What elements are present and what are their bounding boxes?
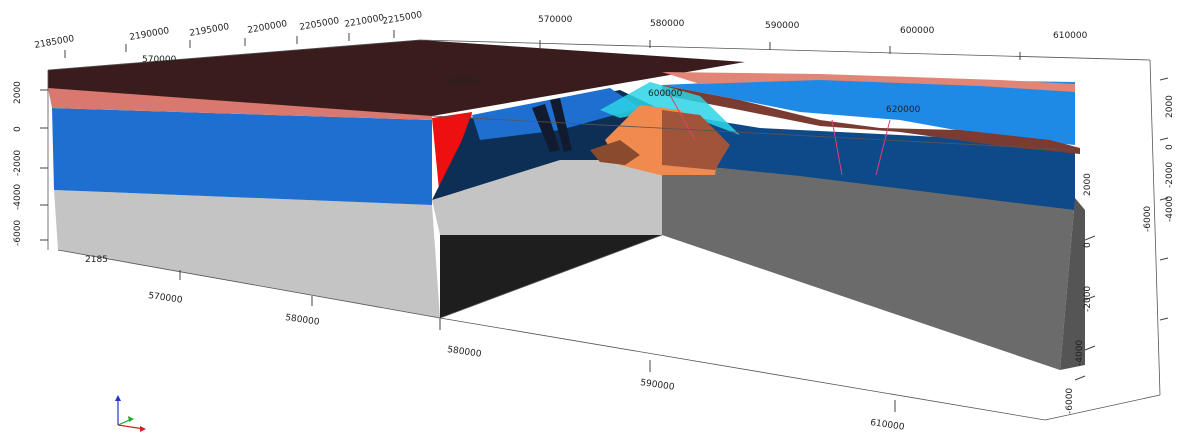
tick-label: 0 [13,126,23,132]
tick-label: 580000 [447,345,483,360]
fault-lines [669,94,891,176]
tick-label: 2185000 [34,34,75,51]
tick-label: 2210000 [344,13,385,30]
tick-label: 570000 [148,291,184,306]
right-brown-band [662,85,1080,154]
tick-label: -6000 [13,220,23,246]
left-block [48,40,745,318]
tick-label: 590000 [765,21,800,31]
tick-label: 2000 [13,81,23,104]
axis-triad-icon [115,395,146,432]
fault-line-3 [669,94,696,141]
top-right-easting-labels: 570000 580000 590000 600000 610000 [538,15,1088,41]
left-block-gray-layer [54,190,440,318]
tick-label: 2195000 [189,22,230,39]
tick-label: -2000 [13,150,23,176]
tick-label: -4000 [13,184,23,210]
central-light-gray-face [432,160,662,235]
bounding-box [47,39,1161,421]
tick-label: 590000 [640,378,676,393]
tick-label: -4000 [1165,196,1175,222]
tick-label: 570000 [142,55,177,65]
tick-label: -6000 [1143,206,1153,232]
right-block [662,72,1085,370]
fault-line-1 [831,119,843,176]
tick-label: 2000 [1165,95,1175,118]
right-pink-layer [662,72,1075,92]
tick-label: 2215000 [382,10,423,27]
fault-line-2 [875,119,891,176]
left-depth-labels: 2000 0 -2000 -4000 -6000 [13,81,23,246]
tick-label: 580000 [444,77,479,87]
ticks [40,30,1169,412]
brown-intrusion [590,140,640,165]
tick-label: 2205000 [299,16,340,33]
tick-label: 580000 [650,19,685,29]
tick-label: 0 [1165,144,1175,150]
tick-label: 2200000 [247,19,288,36]
tick-label: 2190000 [129,26,170,43]
tick-label: 0 [1083,242,1093,248]
bottom-easting-labels: 2185 570000 580000 580000 590000 610000 [85,255,905,433]
right-front-depth-labels: 0 -2000 -4000 -6000 [1065,242,1093,414]
tick-label: 610000 [870,418,906,433]
tick-label: -6000 [1065,388,1075,414]
tick-label: 600000 [648,89,683,99]
intrusion-bodies [532,82,740,175]
tick-label: -4000 [1075,340,1085,366]
dark-dike-2 [550,98,572,152]
tick-label: 2185 [85,255,108,265]
right-dark-blue-layer [662,112,1075,210]
tick-label: -2000 [1083,286,1093,312]
tick-label: 600000 [900,26,935,36]
right-blue-layer [662,78,1075,145]
tick-label: 580000 [285,313,321,328]
right-side-gray-face [1060,198,1085,370]
tick-label: -2000 [1165,162,1175,188]
left-block-pink-layer [48,88,432,120]
tick-label: 620000 [886,105,921,115]
tick-label: 570000 [538,15,573,25]
left-block-blue-layer [52,108,432,205]
right-dark-gray-face [662,160,1075,370]
brown-dome-right [662,110,730,170]
left-block-top-surface [48,40,745,116]
inner-easting-labels: 570000 580000 600000 620000 [142,55,921,115]
right-depth-labels: 2000 0 -2000 -4000 -6000 2000 [1083,95,1175,232]
tick-label: 610000 [1053,31,1088,41]
tick-label: 2000 [1083,173,1093,196]
dark-dike-1 [532,104,560,152]
